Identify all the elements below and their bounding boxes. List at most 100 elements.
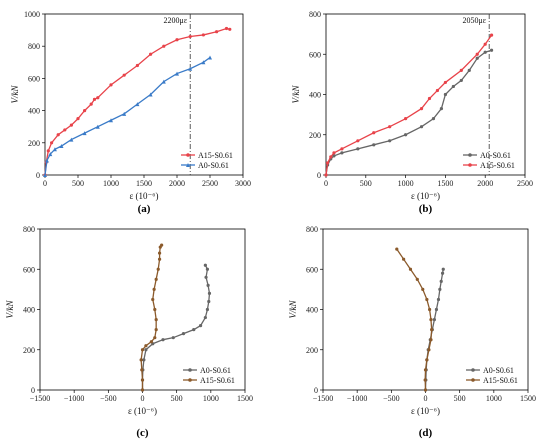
y-tick-label: 200 — [306, 346, 318, 355]
data-point — [204, 275, 208, 279]
data-point — [135, 63, 139, 68]
data-point — [89, 102, 93, 106]
data-point — [324, 173, 328, 177]
data-point — [142, 358, 146, 362]
data-point — [388, 125, 392, 129]
legend-label: A15-S0.61 — [198, 151, 233, 160]
data-point — [203, 263, 207, 267]
data-point — [161, 79, 166, 84]
data-point — [157, 257, 162, 261]
data-point — [175, 71, 179, 76]
y-tick-label: 0 — [31, 386, 35, 395]
data-point — [201, 60, 206, 65]
data-point — [207, 291, 212, 295]
x-tick-label: 3000 — [235, 179, 251, 188]
x-tick-label: 0 — [43, 179, 47, 188]
data-point — [154, 317, 158, 322]
data-point — [459, 68, 463, 72]
y-tick-label: 800 — [306, 225, 318, 234]
data-point — [144, 344, 148, 348]
data-point — [475, 52, 479, 56]
data-point — [206, 283, 210, 287]
data-point — [402, 257, 406, 261]
annotation-label: 2200με — [164, 16, 188, 25]
data-point — [140, 368, 144, 372]
data-point — [423, 388, 428, 392]
data-point — [459, 78, 463, 83]
data-point — [431, 117, 436, 121]
data-point — [188, 66, 193, 71]
data-point — [156, 267, 160, 271]
x-tick-label: 2500 — [202, 179, 218, 188]
data-point — [181, 332, 186, 336]
data-point — [443, 80, 447, 85]
y-tick-label: 0 — [317, 171, 321, 180]
x-tick-label: 1500 — [237, 394, 253, 403]
data-point — [109, 83, 113, 87]
data-point — [92, 97, 97, 101]
data-point — [148, 92, 153, 97]
data-point — [96, 96, 100, 100]
legend-marker — [468, 153, 472, 157]
data-point — [332, 154, 336, 158]
x-tick-label: 1000 — [486, 394, 502, 403]
y-tick-label: 600 — [28, 74, 40, 83]
legend-marker — [186, 153, 190, 157]
data-point — [69, 137, 74, 142]
data-point — [205, 307, 210, 312]
data-point — [489, 48, 494, 52]
data-point — [356, 139, 360, 143]
data-point — [56, 133, 60, 137]
y-tick-label: 1000 — [24, 10, 40, 19]
data-point — [76, 117, 80, 121]
data-point — [122, 111, 127, 116]
data-point — [149, 340, 153, 344]
data-point — [423, 378, 427, 382]
legend-label: A0-S0.61 — [198, 161, 229, 170]
x-tick-label: 500 — [171, 394, 183, 403]
data-point — [483, 42, 487, 46]
y-tick-label: 800 — [23, 225, 35, 234]
y-axis-label: V/kN — [10, 85, 20, 104]
y-tick-label: 400 — [28, 107, 40, 116]
data-point — [451, 84, 455, 89]
data-point — [153, 307, 157, 312]
data-point — [440, 271, 445, 275]
data-point — [441, 267, 445, 271]
data-point — [388, 139, 392, 143]
data-point — [423, 368, 428, 372]
series-line-1 — [44, 56, 211, 176]
legend-marker — [471, 368, 475, 372]
data-point — [421, 287, 425, 291]
data-point — [432, 317, 436, 322]
data-point — [171, 336, 175, 340]
data-point — [224, 26, 229, 31]
y-tick-label: 0 — [36, 171, 40, 180]
data-point — [332, 151, 336, 155]
data-point — [467, 68, 471, 72]
y-axis-label: V/kN — [288, 300, 298, 319]
panel-label: (b) — [419, 203, 433, 215]
y-tick-label: 400 — [23, 306, 35, 315]
data-point — [161, 338, 165, 342]
x-tick-label: 500 — [72, 179, 84, 188]
data-point — [430, 328, 434, 332]
data-point — [428, 307, 432, 312]
x-tick-label: 1000 — [398, 179, 414, 188]
legend-label: A15-S0.61 — [200, 376, 235, 385]
data-point — [203, 315, 207, 320]
legend-marker — [188, 378, 192, 382]
data-point — [329, 155, 333, 159]
data-point — [404, 133, 408, 137]
data-point — [372, 131, 376, 135]
legend-marker — [468, 163, 472, 167]
y-tick-label: 200 — [309, 131, 321, 140]
data-point — [205, 267, 210, 271]
series-line-1 — [140, 244, 163, 390]
data-point — [429, 317, 433, 322]
data-point — [48, 152, 53, 157]
data-point — [140, 388, 145, 392]
panel-label: (d) — [419, 427, 433, 439]
y-tick-label: 0 — [314, 386, 318, 395]
